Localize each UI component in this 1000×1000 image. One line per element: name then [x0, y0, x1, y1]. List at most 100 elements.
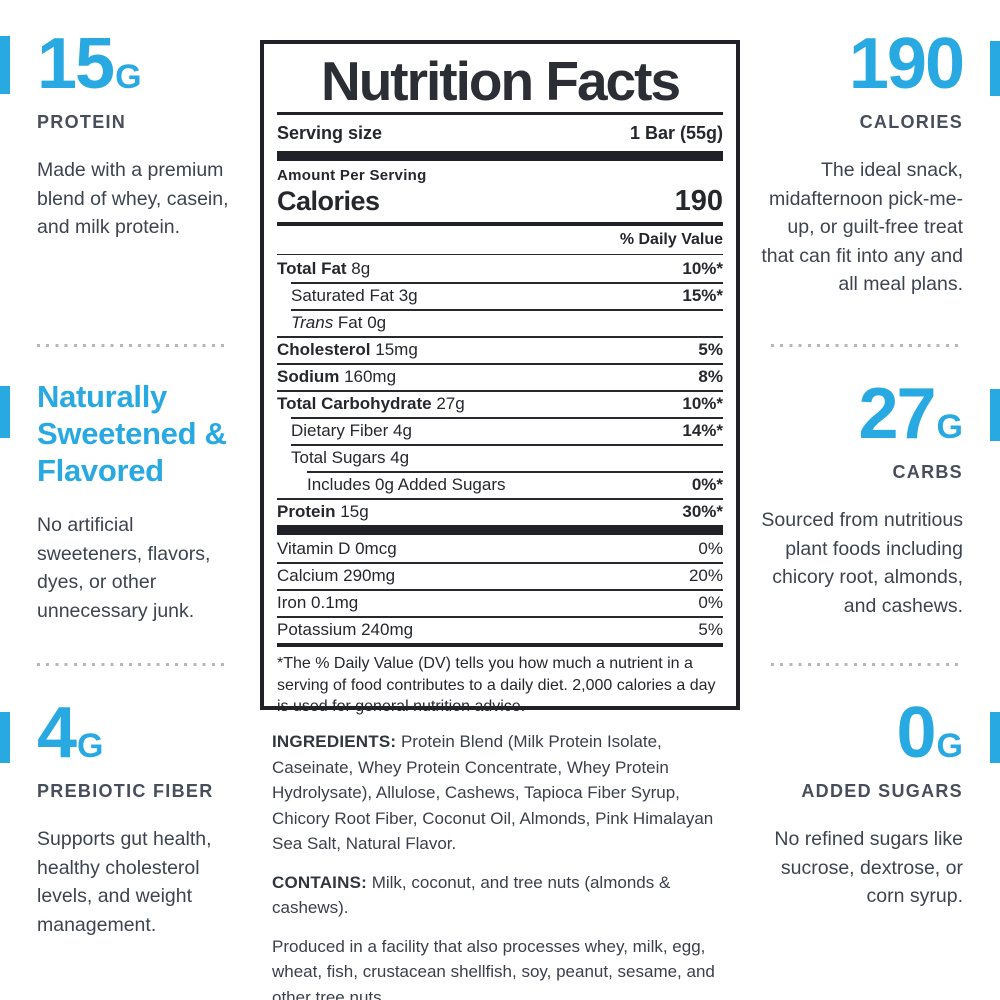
- nutrient-name: Protein 15g: [277, 501, 369, 521]
- nutrient-row: Sodium 160mg 8%: [277, 363, 723, 390]
- nutrient-name: Total Sugars 4g: [291, 447, 410, 467]
- nutrient-name: Total Fat 8g: [277, 258, 371, 278]
- serving-size-value: 1 Bar (55g): [629, 123, 723, 143]
- feature-section: Naturally Sweetened & Flavored No artific…: [37, 378, 242, 625]
- feature-heading: CARBS: [892, 462, 963, 482]
- nutrient-daily-value: 8%: [698, 366, 723, 386]
- ingredients-paragraph: Produced in a facility that also process…: [272, 936, 715, 1000]
- accent-bar: [0, 36, 10, 94]
- vitamin-rows: Vitamin D 0mcg 0% Calcium 290mg 20% Iron 0.1…: [277, 535, 723, 643]
- nutrient-name: Includes 0g Added Sugars: [307, 474, 506, 494]
- ingredients-paragraph: INGREDIENTS: Protein Blend (Milk Protein…: [272, 732, 714, 853]
- feature-description: Made with a premium blend of whey, casei…: [37, 159, 229, 238]
- feature-description: No refined sugars like sucrose, dextrose…: [774, 828, 963, 907]
- nutrient-row: Total Carbohydrate 27g 10%*: [277, 390, 723, 417]
- nutrient-row: Trans Fat 0g: [277, 309, 723, 336]
- feature-number: 15: [37, 24, 115, 104]
- nutrient-row: Total Fat 8g 10%*: [277, 255, 723, 282]
- feature-unit: G: [115, 58, 142, 96]
- feature-heading: ADDED SUGARS: [801, 781, 963, 801]
- dotted-divider: [37, 663, 228, 666]
- vitamin-daily-value: 20%: [688, 565, 723, 585]
- feature-description: No artificial sweeteners, flavors, dyes,…: [37, 514, 211, 622]
- feature-number: 190: [848, 24, 965, 104]
- nutrient-daily-value: 0%*: [691, 474, 723, 494]
- calories-value: 190: [674, 185, 723, 217]
- vitamin-row: Potassium 240mg 5%: [277, 616, 723, 643]
- feature-description: Supports gut health, healthy cholesterol…: [37, 828, 212, 936]
- vitamin-row: Vitamin D 0mcg 0%: [277, 535, 723, 562]
- accent-bar: [990, 712, 1000, 763]
- ingredients-block: INGREDIENTS: Protein Blend (Milk Protein…: [272, 729, 740, 1000]
- divider: [277, 112, 723, 115]
- feature-section: 27G CARBS Sourced from nutritious plant fo…: [758, 378, 963, 620]
- vitamin-name: Calcium 290mg: [277, 565, 396, 585]
- vitamin-name: Iron 0.1mg: [277, 592, 359, 612]
- ingredients-paragraph: CONTAINS: Milk, coconut, and tree nuts (…: [272, 872, 671, 918]
- accent-bar: [0, 386, 10, 438]
- dotted-divider: [771, 663, 962, 666]
- label-title: Nutrition Facts: [320, 50, 681, 112]
- nutrient-row: Total Sugars 4g: [277, 444, 723, 471]
- feature-description: Sourced from nutritious plant foods incl…: [761, 509, 963, 617]
- accent-bar: [990, 389, 1000, 441]
- feature-description: The ideal snack, midafternoon pick-me-up…: [761, 159, 963, 295]
- feature-section: 4G PREBIOTIC FIBER Supports gut health, he…: [37, 697, 242, 939]
- nutrient-row: Includes 0g Added Sugars 0%*: [277, 471, 723, 498]
- serving-size-row: Serving size 1 Bar (55g): [277, 115, 723, 151]
- vitamin-daily-value: 0%: [698, 538, 723, 558]
- feature-value: 27G: [758, 378, 963, 450]
- nutrient-name: Sodium 160mg: [277, 366, 397, 386]
- nutrient-name: Trans Fat 0g: [291, 312, 387, 332]
- nutrient-row: Saturated Fat 3g 15%*: [277, 282, 723, 309]
- vitamin-name: Potassium 240mg: [277, 619, 414, 639]
- feature-value: 190: [758, 28, 965, 100]
- nutrient-daily-value: 30%*: [682, 501, 723, 521]
- medium-divider: [277, 222, 723, 226]
- vitamin-name: Vitamin D 0mcg: [277, 538, 397, 558]
- feature-value: 0G: [758, 697, 964, 769]
- feature-section: 15G PROTEIN Made with a premium blend of w…: [37, 28, 242, 242]
- dotted-divider: [771, 344, 962, 347]
- feature-section: 0G ADDED SUGARS No refined sugars like suc…: [758, 697, 963, 911]
- amount-per-serving-label: Amount Per Serving: [277, 167, 427, 184]
- feature-number: 4: [37, 693, 77, 773]
- calories-label: Calories: [277, 186, 380, 216]
- feature-number: 0: [896, 693, 937, 773]
- daily-value-header: % Daily Value: [277, 226, 723, 255]
- nutrient-daily-value: 14%*: [682, 420, 723, 440]
- nutrient-name: Saturated Fat 3g: [291, 285, 418, 305]
- vitamin-daily-value: 5%: [698, 619, 723, 639]
- accent-bar: [990, 41, 1000, 96]
- feature-value: 4G: [37, 697, 242, 769]
- serving-size-label: Serving size: [277, 123, 383, 143]
- calories-row: Calories 190: [277, 184, 723, 222]
- nutrient-row: Protein 15g 30%*: [277, 498, 723, 525]
- feature-section: 190 CALORIES The ideal snack, midafternoon…: [758, 28, 965, 299]
- feature-unit: G: [936, 727, 963, 765]
- vitamin-row: Calcium 290mg 20%: [277, 562, 723, 589]
- accent-bar: [0, 712, 10, 763]
- nutrient-name: Dietary Fiber 4g: [291, 420, 412, 440]
- dotted-divider: [37, 344, 228, 347]
- feature-unit: G: [77, 727, 104, 765]
- feature-value: 15G: [37, 28, 242, 100]
- nutrient-row: Dietary Fiber 4g 14%*: [277, 417, 723, 444]
- thick-divider: [277, 525, 723, 535]
- nutrient-daily-value: 10%*: [682, 258, 723, 278]
- nutrient-daily-value: 10%*: [682, 393, 723, 413]
- nutrient-row: Cholesterol 15mg 5%: [277, 336, 723, 363]
- nutrition-facts-label: Nutrition Facts Serving size 1 Bar (55g)…: [260, 40, 740, 715]
- feature-unit: G: [936, 408, 963, 446]
- nutrient-daily-value: 15%*: [682, 285, 723, 305]
- thick-divider: [277, 151, 723, 161]
- vitamin-row: Iron 0.1mg 0%: [277, 589, 723, 616]
- feature-heading: PROTEIN: [37, 112, 127, 132]
- vitamin-daily-value: 0%: [698, 592, 723, 612]
- nutrient-name: Cholesterol 15mg: [277, 339, 418, 359]
- daily-value-footnote: *The % Daily Value (DV) tells you how mu…: [277, 655, 716, 715]
- nutrient-daily-value: 5%: [698, 339, 723, 359]
- nutrient-name: Total Carbohydrate 27g: [277, 393, 465, 413]
- feature-title: Naturally Sweetened & Flavored: [37, 379, 227, 488]
